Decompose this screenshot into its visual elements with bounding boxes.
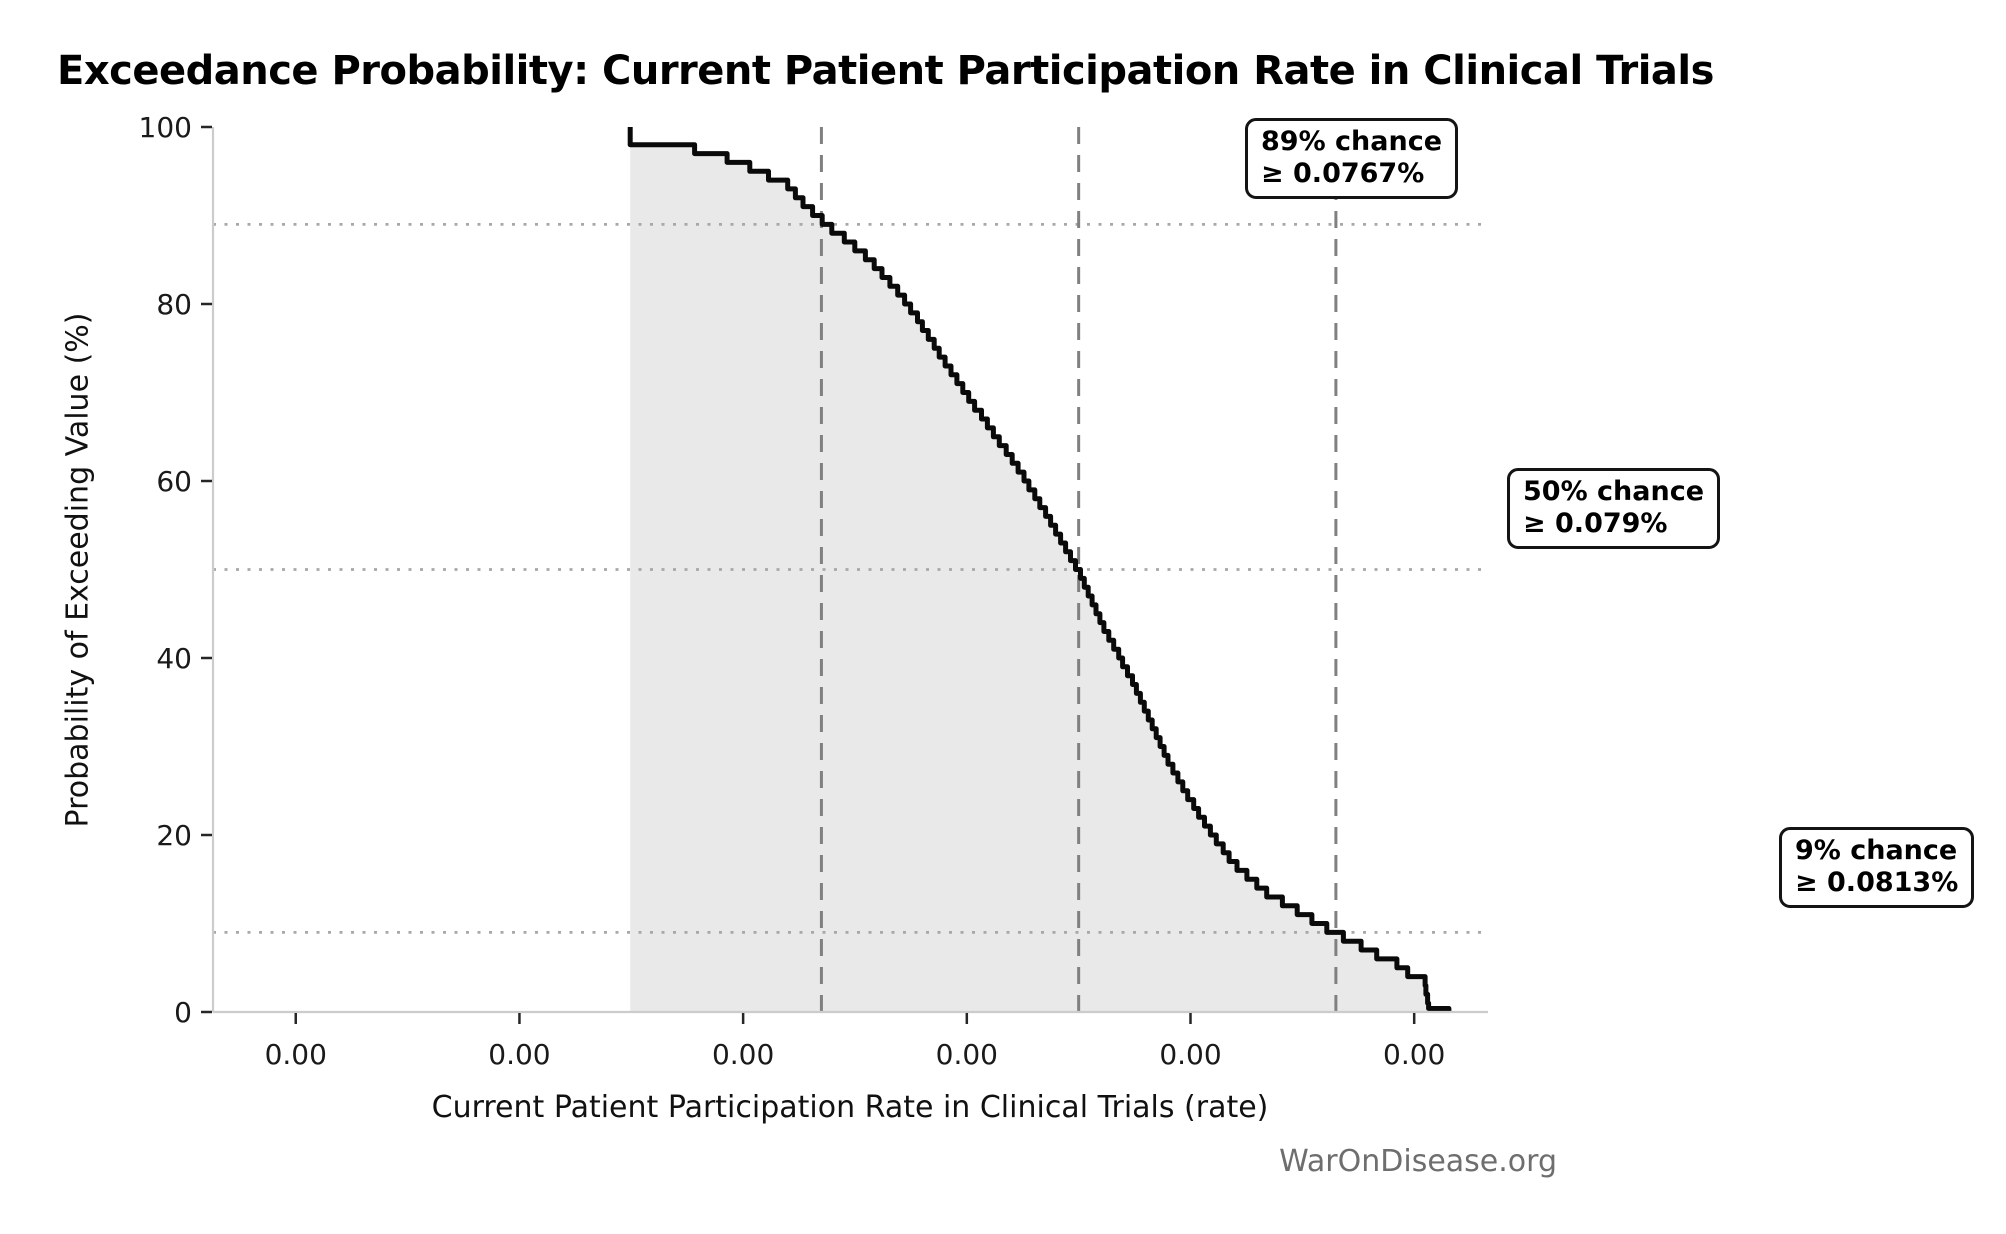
x-tick-label: 0.00	[1383, 1038, 1445, 1071]
y-tick-label: 20	[156, 819, 192, 852]
x-axis-label: Current Patient Participation Rate in Cl…	[431, 1090, 1269, 1125]
x-tick-label: 0.00	[712, 1038, 774, 1071]
y-tick-label: 80	[156, 288, 192, 321]
watermark: WarOnDisease.org	[1279, 1144, 1557, 1179]
annotation-line2: ≥ 0.0813%	[1795, 867, 1959, 899]
y-tick-label: 100	[139, 111, 192, 144]
chart-title: Exceedance Probability: Current Patient …	[57, 48, 1714, 94]
y-tick-label: 40	[156, 642, 192, 675]
annotation-9pct-chance: 9% chance ≥ 0.0813%	[1779, 827, 1975, 908]
y-tick-label: 60	[156, 465, 192, 498]
annotation-50pct-chance: 50% chance ≥ 0.079%	[1507, 468, 1721, 549]
annotation-line2: ≥ 0.079%	[1523, 508, 1668, 540]
annotation-line2: ≥ 0.0767%	[1261, 158, 1425, 190]
annotation-line1: 89% chance	[1261, 126, 1443, 157]
annotation-line1: 9% chance	[1795, 835, 1958, 866]
y-axis-label: Probability of Exceeding Value (%)	[60, 312, 96, 828]
x-tick-label: 0.00	[488, 1038, 550, 1071]
y-tick-label: 0	[174, 996, 192, 1029]
annotation-89pct-chance: 89% chance ≥ 0.0767%	[1245, 118, 1459, 199]
x-tick-label: 0.00	[265, 1038, 327, 1071]
annotation-line1: 50% chance	[1523, 476, 1705, 507]
x-tick-label: 0.00	[1159, 1038, 1221, 1071]
x-tick-label: 0.00	[936, 1038, 998, 1071]
curve-area-fill	[630, 127, 1449, 1012]
exceedance-curve	[627, 127, 1452, 1012]
